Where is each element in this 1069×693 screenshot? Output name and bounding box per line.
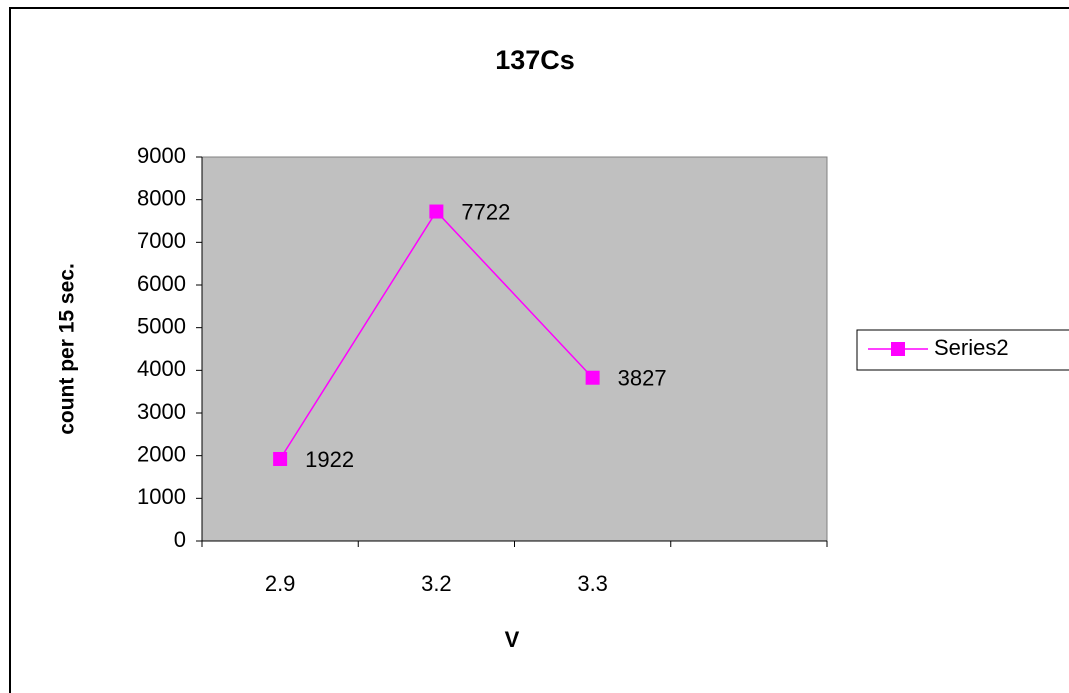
y-axis-title: count per 15 sec. — [56, 263, 79, 435]
marker — [429, 204, 444, 219]
marker — [273, 451, 288, 466]
x-tick-label: 3.3 — [577, 571, 608, 596]
y-tick-label: 8000 — [137, 185, 186, 210]
y-tick-label: 5000 — [137, 313, 186, 338]
x-tick-label: 3.2 — [421, 571, 452, 596]
x-axis-title: V — [505, 627, 520, 652]
chart-title: 137Cs — [495, 45, 575, 75]
y-tick-label: 6000 — [137, 271, 186, 296]
data-label: 3827 — [618, 366, 667, 391]
marker — [585, 370, 600, 385]
legend-marker — [891, 342, 905, 356]
data-label: 1922 — [305, 447, 354, 472]
y-tick-label: 0 — [174, 527, 186, 552]
y-tick-label: 3000 — [137, 399, 186, 424]
legend-label: Series2 — [934, 335, 1009, 360]
y-tick-label: 9000 — [137, 143, 186, 168]
y-tick-label: 4000 — [137, 356, 186, 381]
y-tick-label: 7000 — [137, 228, 186, 253]
y-tick-label: 1000 — [137, 484, 186, 509]
data-label: 7722 — [461, 199, 510, 224]
plot-area — [201, 156, 828, 542]
x-tick-label: 2.9 — [265, 571, 296, 596]
y-tick-label: 2000 — [137, 441, 186, 466]
